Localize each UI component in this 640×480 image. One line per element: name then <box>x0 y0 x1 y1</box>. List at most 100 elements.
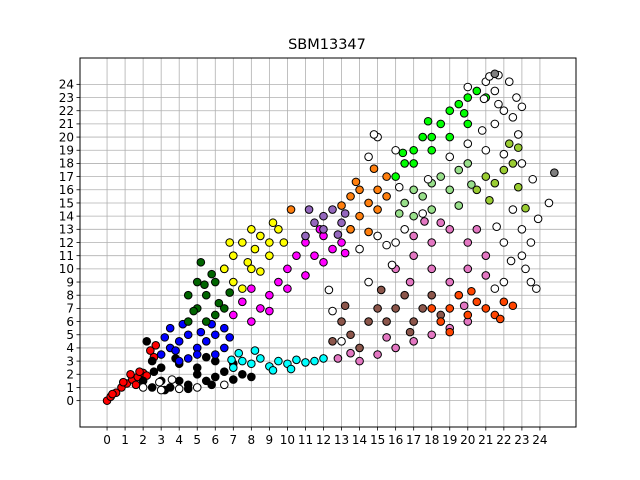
data-point <box>463 238 473 247</box>
data-point <box>528 174 538 184</box>
data-point <box>355 343 364 353</box>
data-point <box>225 238 235 247</box>
data-point <box>387 260 397 270</box>
x-tick-label: 10 <box>280 433 295 447</box>
data-point <box>409 159 418 168</box>
data-point <box>398 148 408 158</box>
x-tick-label: 21 <box>478 433 493 447</box>
data-point <box>445 152 455 162</box>
x-tick-label: 13 <box>334 433 349 447</box>
data-point <box>225 288 235 297</box>
data-point <box>319 354 328 363</box>
data-point <box>324 285 334 295</box>
data-point <box>247 284 256 293</box>
data-point <box>337 218 346 228</box>
data-point <box>427 330 437 340</box>
data-point <box>328 244 337 254</box>
x-tick-label: 6 <box>211 433 219 447</box>
y-tick-label: 23 <box>59 91 74 105</box>
data-point <box>373 350 382 359</box>
x-tick-label: 7 <box>229 433 237 447</box>
cluster-4 <box>183 257 235 326</box>
data-point <box>192 350 202 359</box>
data-point <box>283 264 292 274</box>
data-point <box>346 348 355 358</box>
data-point <box>391 172 400 181</box>
data-point <box>517 225 527 234</box>
data-point <box>494 99 503 109</box>
data-point <box>485 196 494 205</box>
data-point <box>369 130 379 139</box>
data-point <box>108 389 117 399</box>
data-point <box>513 143 523 152</box>
data-point <box>512 93 521 102</box>
data-point <box>418 192 427 201</box>
data-point <box>427 132 437 142</box>
x-tick-label: 5 <box>193 433 201 447</box>
data-point <box>210 277 220 287</box>
data-point <box>256 267 265 276</box>
data-point <box>210 330 220 340</box>
data-point <box>513 182 523 192</box>
data-point <box>405 327 415 337</box>
y-tick-label: 4 <box>66 341 74 355</box>
data-point <box>391 145 400 155</box>
data-point <box>373 185 382 195</box>
y-tick-label: 1 <box>66 381 74 395</box>
x-tick-label: 12 <box>316 433 331 447</box>
cluster-2 <box>156 319 235 366</box>
data-point <box>250 244 260 254</box>
y-tick-label: 18 <box>59 157 74 171</box>
x-tick-label: 2 <box>139 433 147 447</box>
data-point <box>219 323 229 333</box>
data-point <box>423 174 433 184</box>
data-point <box>364 227 373 237</box>
x-tick-label: 15 <box>370 433 385 447</box>
data-point <box>201 317 211 326</box>
data-point <box>376 285 386 295</box>
y-tick-label: 9 <box>66 275 74 289</box>
data-point <box>445 132 455 142</box>
data-point <box>340 301 350 311</box>
data-point <box>467 180 476 189</box>
data-point <box>517 159 527 168</box>
cluster-14 <box>472 139 530 213</box>
data-point <box>481 304 491 313</box>
data-point <box>463 93 473 102</box>
data-point <box>490 284 500 293</box>
data-point <box>481 271 491 280</box>
data-point <box>499 106 509 116</box>
cluster-8 <box>286 164 391 237</box>
data-point <box>481 251 491 260</box>
data-point <box>445 327 455 337</box>
x-tick-label: 17 <box>406 433 421 447</box>
data-point <box>454 290 464 300</box>
data-point <box>454 99 464 109</box>
data-point <box>229 310 238 320</box>
data-point <box>445 304 455 313</box>
data-point <box>286 205 296 214</box>
data-point <box>333 230 343 239</box>
y-tick-label: 20 <box>59 130 74 144</box>
data-point <box>400 290 409 300</box>
y-tick-label: 0 <box>66 394 74 408</box>
data-point <box>472 185 482 195</box>
data-point <box>427 290 437 300</box>
y-tick-label: 8 <box>66 289 74 303</box>
data-point <box>479 94 489 104</box>
data-point <box>229 277 238 287</box>
data-point <box>238 369 247 379</box>
y-tick-label: 15 <box>59 196 74 210</box>
data-point <box>427 145 437 155</box>
data-point <box>504 139 514 148</box>
data-point <box>167 375 177 384</box>
data-point <box>463 119 473 129</box>
data-point <box>508 113 518 122</box>
data-point <box>192 277 202 287</box>
data-point <box>346 192 355 201</box>
data-point <box>508 301 518 311</box>
data-point <box>481 172 491 181</box>
cluster-7 <box>301 205 355 241</box>
data-point <box>427 205 437 214</box>
y-tick-label: 21 <box>59 117 74 131</box>
